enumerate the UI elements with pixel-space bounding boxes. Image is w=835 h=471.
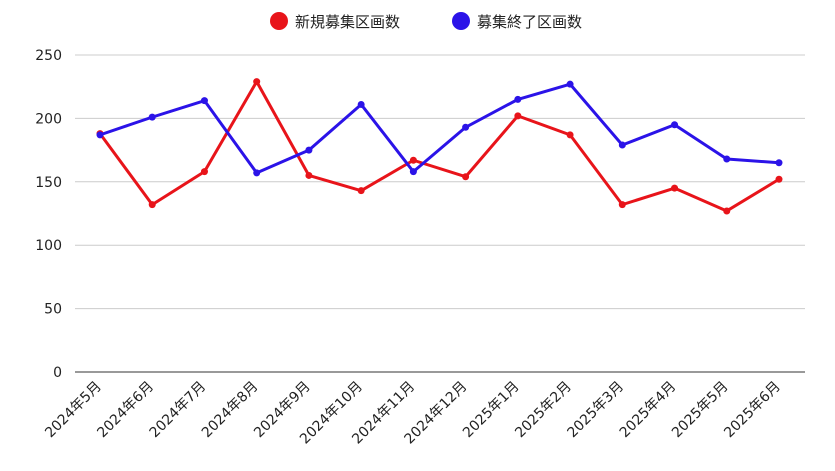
legend: 新規募集区画数 募集終了区画数 (270, 12, 582, 31)
data-point (148, 201, 156, 209)
y-tick-label: 50 (44, 302, 62, 318)
data-point (566, 131, 574, 139)
legend-marker (270, 12, 288, 30)
data-point (409, 168, 417, 176)
data-point (566, 80, 574, 88)
data-point (200, 168, 208, 176)
y-tick-label: 0 (53, 365, 62, 381)
y-tick-label: 150 (35, 175, 62, 191)
data-point (253, 169, 261, 177)
x-tick-label: 2025年6月 (721, 379, 784, 442)
data-point (305, 171, 313, 179)
data-point (409, 156, 417, 164)
x-axis-ticks: 2024年5月2024年6月2024年7月2024年8月2024年9月2024年… (42, 379, 784, 448)
series-line (98, 80, 780, 213)
y-tick-label: 100 (35, 238, 62, 254)
y-tick-label: 250 (35, 48, 62, 64)
legend-marker (452, 12, 470, 30)
data-point (200, 97, 208, 105)
data-point (305, 146, 313, 154)
data-point (723, 155, 731, 163)
data-point (96, 131, 104, 139)
data-point (462, 123, 470, 131)
data-point (775, 175, 783, 183)
series-line (99, 82, 780, 175)
data-point (775, 159, 783, 167)
series-1 (96, 78, 783, 215)
data-point (462, 173, 470, 181)
data-point (723, 207, 731, 215)
series-layer (96, 78, 783, 215)
data-point (514, 95, 522, 103)
series-2 (96, 80, 783, 177)
y-axis-ticks: 0 50 100 150 200 250 (35, 48, 62, 381)
data-point (357, 100, 365, 108)
data-point (253, 78, 261, 86)
data-point (618, 141, 626, 149)
data-point (148, 113, 156, 121)
data-point (671, 121, 679, 129)
data-point (357, 187, 365, 195)
data-point (514, 112, 522, 120)
legend-label: 新規募集区画数 (295, 13, 400, 31)
data-point (671, 184, 679, 192)
data-point (618, 201, 626, 209)
y-tick-label: 200 (35, 111, 62, 127)
legend-label: 募集終了区画数 (477, 13, 582, 31)
gridlines (75, 54, 805, 373)
